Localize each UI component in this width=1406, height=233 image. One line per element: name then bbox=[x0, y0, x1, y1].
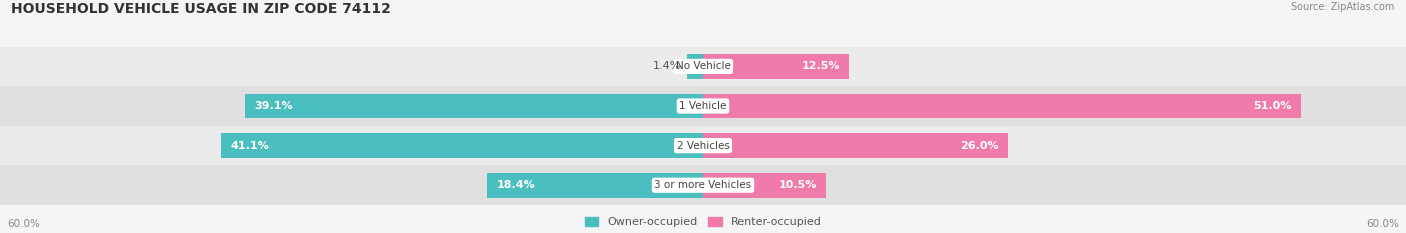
Text: 1 Vehicle: 1 Vehicle bbox=[679, 101, 727, 111]
Bar bbox=[222, 133, 703, 158]
Bar bbox=[488, 173, 703, 198]
Bar bbox=[703, 133, 1008, 158]
Text: Source: ZipAtlas.com: Source: ZipAtlas.com bbox=[1291, 2, 1395, 12]
Bar bbox=[0, 47, 1406, 86]
Bar bbox=[245, 94, 703, 118]
Text: 60.0%: 60.0% bbox=[1367, 219, 1399, 229]
Text: 12.5%: 12.5% bbox=[801, 62, 841, 71]
Text: 41.1%: 41.1% bbox=[231, 141, 270, 151]
Text: 2 Vehicles: 2 Vehicles bbox=[676, 141, 730, 151]
Text: 10.5%: 10.5% bbox=[779, 180, 817, 190]
Bar bbox=[703, 94, 1301, 118]
Text: 3 or more Vehicles: 3 or more Vehicles bbox=[654, 180, 752, 190]
Bar bbox=[703, 54, 849, 79]
Bar bbox=[703, 173, 827, 198]
Text: 1.4%: 1.4% bbox=[652, 62, 681, 71]
Legend: Owner-occupied, Renter-occupied: Owner-occupied, Renter-occupied bbox=[585, 217, 821, 227]
Text: 26.0%: 26.0% bbox=[960, 141, 998, 151]
Bar bbox=[0, 126, 1406, 165]
Text: 60.0%: 60.0% bbox=[7, 219, 39, 229]
Bar bbox=[0, 165, 1406, 205]
Bar bbox=[686, 54, 703, 79]
Bar bbox=[0, 86, 1406, 126]
Text: No Vehicle: No Vehicle bbox=[675, 62, 731, 71]
Text: HOUSEHOLD VEHICLE USAGE IN ZIP CODE 74112: HOUSEHOLD VEHICLE USAGE IN ZIP CODE 7411… bbox=[11, 2, 391, 16]
Text: 51.0%: 51.0% bbox=[1253, 101, 1291, 111]
Text: 39.1%: 39.1% bbox=[254, 101, 292, 111]
Text: 18.4%: 18.4% bbox=[496, 180, 536, 190]
